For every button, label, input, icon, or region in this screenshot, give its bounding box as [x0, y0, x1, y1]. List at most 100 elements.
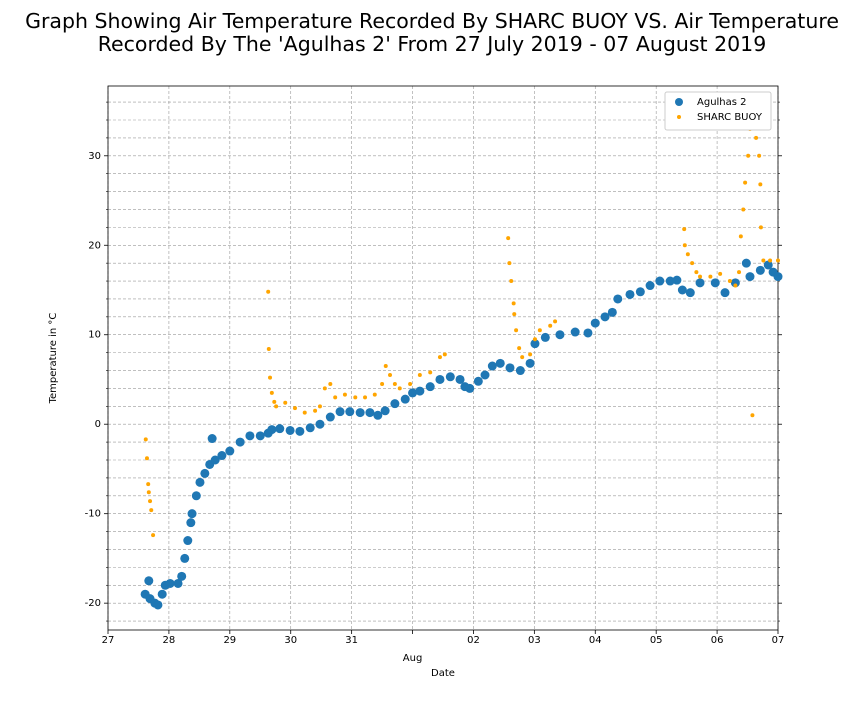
- point: [183, 536, 193, 546]
- point: [727, 279, 732, 284]
- point: [738, 234, 743, 239]
- legend-box: [664, 91, 772, 131]
- point: [685, 252, 690, 257]
- point: [507, 261, 512, 266]
- point: [165, 578, 175, 588]
- chart-title: Graph Showing Air Temperature Recorded B…: [25, 9, 839, 56]
- point: [480, 370, 490, 380]
- point: [537, 328, 542, 333]
- legend-marker: [677, 115, 681, 119]
- x-tick-label: 02: [467, 635, 480, 646]
- x-tick-label: 29: [223, 635, 236, 646]
- point: [269, 390, 274, 395]
- point: [157, 589, 167, 599]
- point: [761, 258, 766, 263]
- plot-frame: [107, 85, 779, 631]
- legend-label: SHARC BUOY: [697, 112, 763, 123]
- point: [428, 370, 433, 375]
- x-tick-label: 07: [772, 635, 785, 646]
- point: [380, 406, 390, 416]
- point: [143, 437, 148, 442]
- point: [757, 153, 762, 158]
- point: [465, 383, 475, 393]
- point: [442, 352, 447, 357]
- point: [255, 431, 265, 441]
- point: [207, 434, 217, 444]
- point: [698, 274, 703, 279]
- y-tick-label: 10: [88, 330, 101, 341]
- point: [625, 289, 635, 299]
- y-tick-label: -20: [85, 598, 101, 609]
- point: [613, 294, 623, 304]
- point: [363, 395, 368, 400]
- x-axis-label: Date: [431, 668, 455, 679]
- point: [173, 578, 183, 588]
- x-tick-label: 28: [163, 635, 176, 646]
- point: [437, 355, 442, 360]
- point: [325, 412, 335, 422]
- x-tick-label: 30: [284, 635, 297, 646]
- point: [635, 287, 645, 297]
- point: [266, 347, 271, 352]
- point: [187, 509, 197, 519]
- point: [322, 386, 327, 391]
- point: [180, 553, 190, 563]
- point: [745, 272, 755, 282]
- point: [758, 182, 763, 187]
- point: [355, 408, 365, 418]
- point: [773, 272, 783, 282]
- point: [153, 600, 163, 610]
- point: [763, 260, 773, 270]
- point: [733, 283, 738, 288]
- point: [365, 408, 375, 418]
- point: [672, 275, 682, 285]
- point: [397, 386, 402, 391]
- x-tick-label: Aug: [403, 653, 423, 664]
- point: [425, 382, 435, 392]
- point: [511, 301, 516, 306]
- point: [275, 424, 285, 434]
- point: [720, 288, 730, 298]
- point: [353, 395, 358, 400]
- point: [417, 373, 422, 377]
- point: [509, 279, 514, 284]
- point: [317, 404, 322, 409]
- point: [266, 289, 271, 294]
- point: [645, 281, 655, 291]
- point: [555, 330, 565, 340]
- y-axis-label: Temperature in °C: [48, 313, 59, 405]
- point: [328, 381, 333, 386]
- point: [268, 375, 273, 380]
- point: [313, 408, 318, 413]
- point: [730, 278, 740, 288]
- point: [210, 455, 220, 465]
- point: [315, 419, 325, 429]
- point: [342, 392, 347, 397]
- point: [217, 451, 227, 461]
- point: [695, 278, 705, 288]
- point: [685, 288, 695, 298]
- point: [758, 225, 763, 230]
- point: [505, 363, 515, 373]
- y-tick-label: 20: [88, 240, 101, 251]
- point: [665, 276, 675, 286]
- x-tick-label: 06: [711, 635, 724, 646]
- point: [372, 392, 377, 397]
- point: [177, 571, 187, 581]
- point: [445, 372, 455, 382]
- point: [495, 358, 505, 368]
- point: [455, 374, 465, 384]
- point: [690, 261, 695, 266]
- y-tick-label: 0: [95, 419, 101, 430]
- point: [148, 499, 153, 504]
- point: [191, 491, 201, 501]
- point: [274, 404, 279, 409]
- x-tick-label: 27: [102, 635, 115, 646]
- point: [245, 431, 255, 441]
- y-tick-label: -10: [85, 509, 101, 520]
- point: [295, 426, 305, 436]
- x-tick-label: 03: [528, 635, 541, 646]
- point: [517, 346, 522, 351]
- point: [682, 227, 687, 232]
